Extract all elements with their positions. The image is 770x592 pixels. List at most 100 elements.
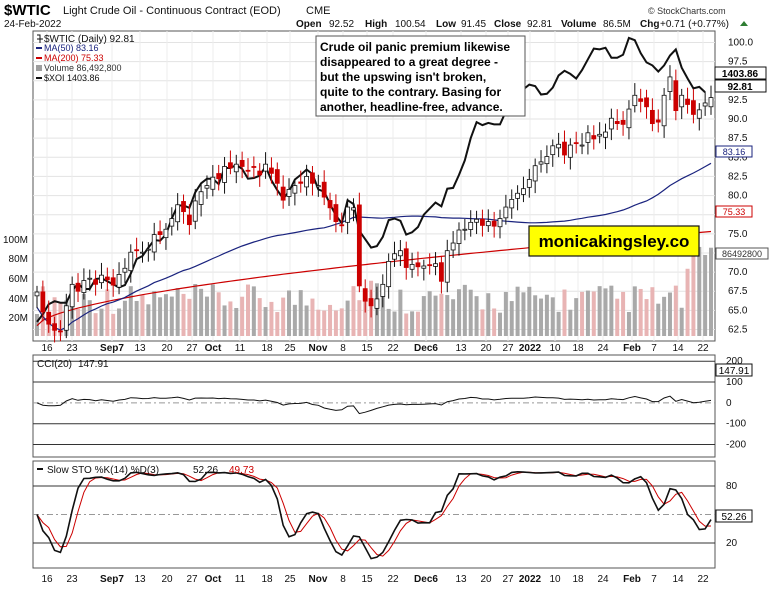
- watermark: © StockCharts.com: [648, 6, 726, 16]
- candle-body: [239, 159, 245, 167]
- annotation-line-1: Crude oil panic premium likewise: [320, 40, 510, 54]
- candle-body: [673, 80, 679, 112]
- x-tick-label: 2022: [519, 343, 542, 354]
- volume-bar: [433, 295, 438, 336]
- volume-bar: [533, 295, 538, 336]
- candle-body: [228, 162, 233, 169]
- candle-body: [503, 206, 509, 219]
- candle-body: [450, 242, 456, 251]
- volume-bar: [234, 307, 239, 336]
- x-tick-label: 27: [186, 343, 198, 354]
- candle-body: [339, 224, 345, 227]
- candle-body: [63, 305, 69, 331]
- candle-body: [362, 288, 368, 302]
- annotation-line-5: another, headline-free, advance.: [320, 100, 503, 114]
- volume-bar: [667, 292, 672, 336]
- candle-body: [122, 267, 128, 273]
- candle-body: [614, 121, 620, 125]
- volume-bar: [386, 308, 391, 336]
- candle-body: [58, 330, 63, 333]
- x-tick-label: 16: [41, 574, 53, 585]
- x-tick-label: Oct: [205, 343, 222, 354]
- volume-bar: [644, 299, 649, 336]
- candle-body: [491, 220, 497, 227]
- symbol: $WTIC: [4, 2, 51, 19]
- volume-bar: [169, 296, 174, 336]
- ma50-badge: [715, 145, 753, 158]
- candle-body: [509, 198, 515, 209]
- volume-tick-label: 40M: [9, 294, 28, 305]
- volume-bar: [451, 299, 456, 336]
- volume-bar: [615, 298, 620, 336]
- x-tick-label: 27: [502, 343, 514, 354]
- candle-body: [567, 144, 573, 158]
- volume-tick-label: 20M: [9, 313, 28, 324]
- volume-bar: [439, 293, 444, 336]
- volume-bar: [251, 286, 256, 336]
- volume-bar: [304, 305, 309, 336]
- volume-bar: [152, 291, 157, 336]
- candle-body: [145, 248, 151, 251]
- candle-body: [321, 181, 327, 198]
- price-tick-label: 85.0: [728, 152, 748, 163]
- volume-value: 86.5M: [603, 19, 631, 30]
- volume-bar: [199, 288, 204, 336]
- candle-body: [192, 200, 198, 222]
- volume-bar: [392, 311, 397, 336]
- price-tick-label: 65.0: [728, 305, 748, 316]
- volume-bar: [556, 311, 561, 336]
- candle-body: [386, 260, 392, 288]
- annotation-box: Crude oil panic premium likewise disappe…: [315, 35, 526, 117]
- candle-body: [591, 135, 597, 140]
- volume-bar: [93, 313, 98, 336]
- volume-bar: [474, 296, 479, 336]
- volume-bar: [462, 284, 467, 336]
- volume-bar: [697, 246, 702, 336]
- volume-bar: [210, 284, 215, 336]
- volume-bar: [673, 285, 678, 336]
- volume-swatch: [36, 65, 42, 71]
- candle-body: [128, 251, 134, 272]
- candle-body: [40, 291, 46, 313]
- chg-label: Chg: [640, 19, 659, 30]
- candle-body: [233, 163, 239, 173]
- sto-d-line: [36, 471, 712, 557]
- x-tick-label: Oct: [205, 574, 222, 585]
- volume-bar: [76, 309, 81, 336]
- instrument-name: Light Crude Oil - Continuous Contract (E…: [63, 5, 281, 17]
- volume-bar: [445, 295, 450, 336]
- x-tick-label: 8: [340, 343, 346, 354]
- price-tick-label: 87.5: [728, 133, 748, 144]
- volume-bar: [269, 301, 274, 336]
- volume-bar: [421, 296, 426, 336]
- volume-bar: [603, 288, 608, 336]
- candle-body: [556, 143, 562, 149]
- price-tick-label: 62.5: [728, 325, 748, 336]
- volume-bar: [503, 291, 508, 336]
- volume-bar: [486, 293, 491, 336]
- x-tick-label: 7: [651, 574, 657, 585]
- x-tick-label: 15: [361, 343, 373, 354]
- candle-body: [345, 206, 351, 223]
- x-tick-label: 10: [549, 343, 561, 354]
- annotation-line-2: disappeared to a great degree -: [320, 55, 498, 69]
- up-arrow-icon: [740, 21, 748, 26]
- volume-badge-value: 86492800: [722, 249, 762, 259]
- candle-body: [579, 144, 585, 147]
- sto-grid: [33, 485, 715, 544]
- candle-body: [626, 108, 632, 129]
- candle-body: [433, 263, 438, 267]
- volume-bar: [87, 300, 92, 336]
- candle-body: [468, 221, 474, 230]
- candle-body: [81, 280, 87, 293]
- legend-ma200: MA(200) 75.33: [44, 53, 104, 63]
- candle-body: [198, 191, 204, 205]
- volume-bar: [99, 308, 104, 336]
- candle-body: [638, 98, 644, 102]
- volume-bar: [275, 312, 280, 336]
- candle-body: [544, 156, 550, 165]
- x-tick-label: 20: [480, 343, 492, 354]
- candle-body: [696, 109, 702, 119]
